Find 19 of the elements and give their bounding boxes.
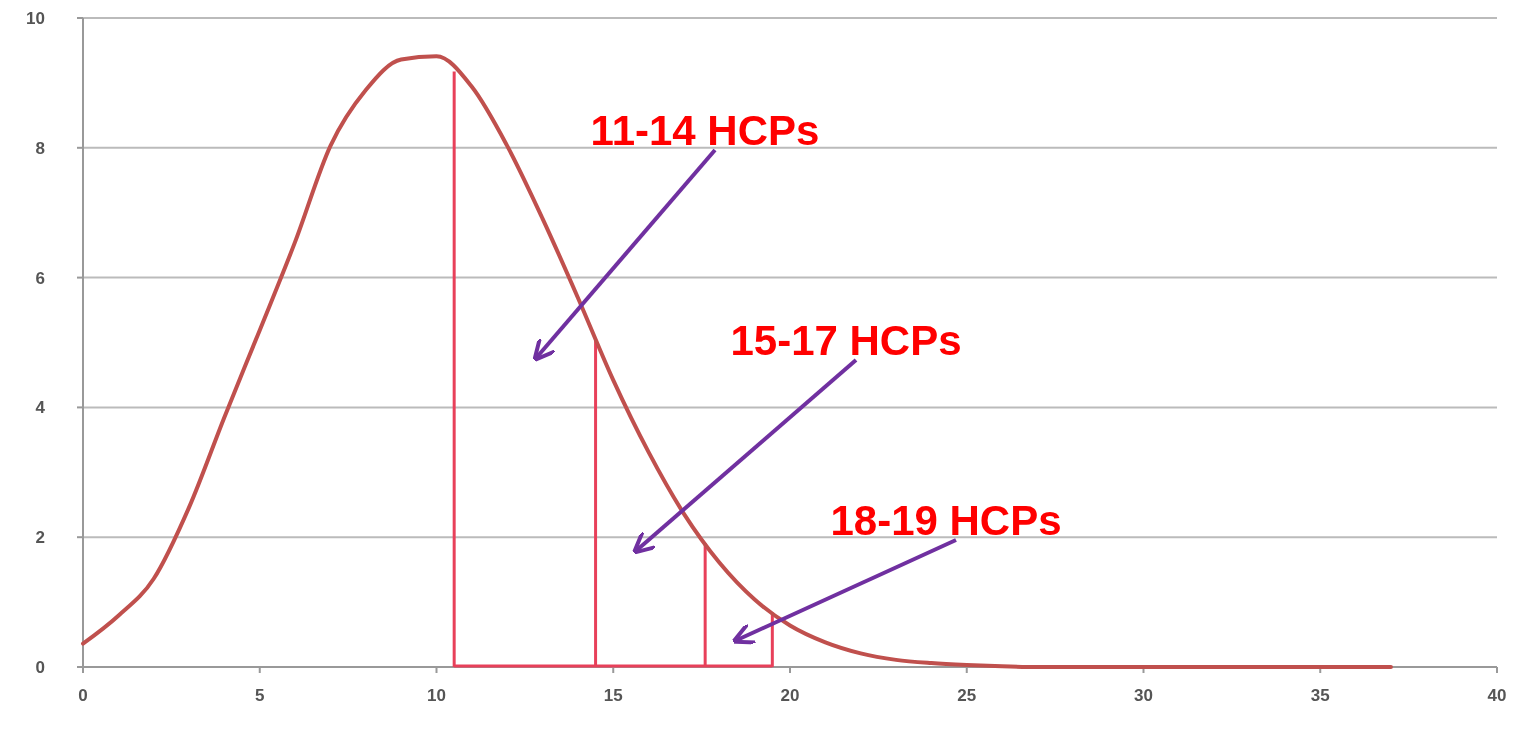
line-series	[81, 54, 1393, 669]
y-tick-label: 8	[35, 138, 45, 158]
y-tick-label: 4	[35, 398, 46, 418]
annotation: 15-17 HCPs	[730, 317, 962, 364]
x-tick-label: 0	[78, 686, 88, 705]
x-tick-label: 15	[603, 686, 623, 705]
y-tick-label: 10	[26, 8, 45, 28]
y-tick-label: 0	[35, 657, 45, 677]
x-tick-label: 35	[1310, 686, 1330, 705]
annotation: 18-19 HCPs	[830, 497, 1062, 544]
y-tick-label: 2	[35, 528, 45, 548]
x-tick-label: 25	[957, 686, 977, 705]
x-tick-label: 5	[255, 686, 265, 705]
annotation: 11-14 HCPs	[590, 107, 820, 154]
x-tick-label: 30	[1134, 686, 1153, 705]
x-tick-label: 20	[780, 686, 800, 705]
x-tick-label: 40	[1487, 686, 1507, 705]
y-tick-label: 6	[35, 268, 45, 288]
x-tick-label: 10	[427, 686, 446, 705]
